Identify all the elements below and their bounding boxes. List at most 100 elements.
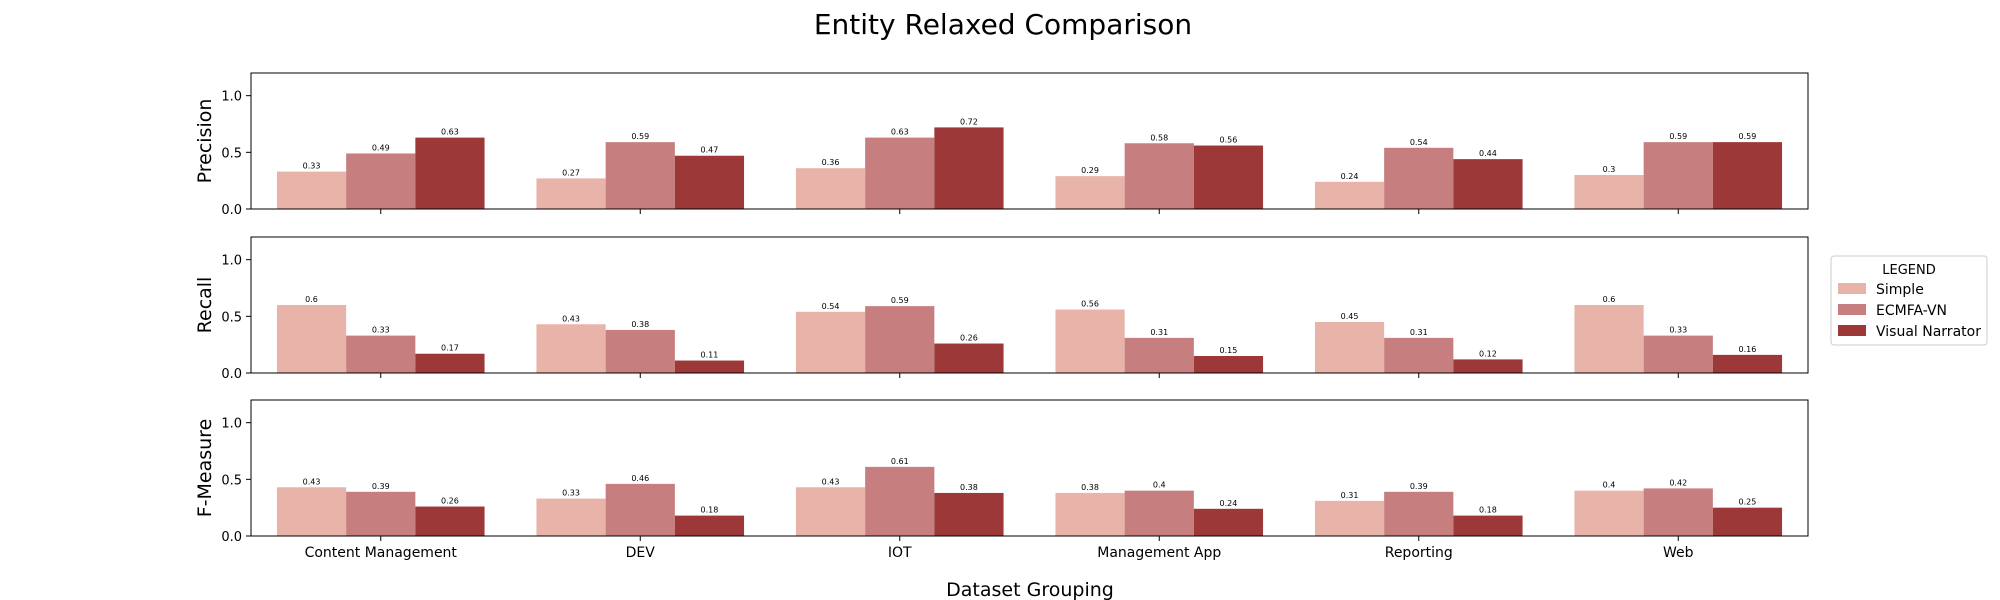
bar-value-label: 0.56 (1081, 300, 1099, 309)
bar (1712, 354, 1783, 373)
y-axis-label: Recall (194, 277, 216, 334)
bar (934, 343, 1004, 373)
bar-value-label: 0.43 (303, 477, 321, 486)
legend-entry-label: Simple (1876, 282, 1924, 298)
bar (1384, 147, 1454, 209)
bar-value-label: 0.36 (822, 158, 840, 167)
bar (1643, 488, 1713, 536)
bar (1453, 515, 1523, 536)
bar-value-label: 0.33 (562, 489, 580, 498)
y-tick-label: 0.0 (221, 367, 242, 382)
x-tick-label: Reporting (1385, 545, 1453, 561)
panel-recall: 0.6 0.43 0.54 0.56 0.45 0.6 0.33 0.38 0.59 0.31 0.… (194, 236, 1809, 382)
bar-value-label: 0.39 (1410, 482, 1428, 491)
bar-value-label: 0.44 (1479, 149, 1497, 158)
legend-entry-label: Visual Narrator (1876, 324, 1981, 340)
bar-value-label: 0.3 (1603, 165, 1616, 174)
bar-value-label: 0.12 (1479, 349, 1497, 358)
legend-entry-label: ECMFA-VN (1876, 303, 1947, 319)
bar-value-label: 0.31 (1341, 491, 1359, 500)
bar (276, 171, 347, 209)
bar-value-label: 0.72 (960, 117, 978, 126)
y-axis-label: Precision (194, 99, 216, 184)
bar-value-label: 0.42 (1669, 478, 1687, 487)
bar (415, 353, 485, 373)
y-tick-label: 0.0 (221, 203, 242, 218)
bar (346, 491, 416, 536)
bar-value-label: 0.17 (441, 344, 459, 353)
bar-value-label: 0.4 (1603, 481, 1616, 490)
bar (605, 329, 675, 373)
bar-value-label: 0.15 (1220, 346, 1238, 355)
bar-value-label: 0.18 (1479, 506, 1497, 515)
x-axis-label: Dataset Grouping (946, 579, 1114, 600)
y-tick-label: 0.5 (221, 310, 242, 325)
bar-value-label: 0.29 (1081, 166, 1099, 175)
bar (1643, 142, 1713, 209)
bar (415, 137, 485, 209)
bar (934, 127, 1004, 209)
bar-value-label: 0.59 (891, 296, 909, 305)
bar-value-label: 0.43 (562, 314, 580, 323)
bar (1193, 508, 1264, 536)
bar (1314, 181, 1385, 209)
bar (276, 487, 347, 536)
bar (795, 168, 866, 209)
bar-value-label: 0.4 (1153, 481, 1166, 490)
y-tick-label: 1.0 (221, 417, 242, 432)
x-tick-label: IOT (888, 545, 912, 561)
y-tick-label: 1.0 (221, 254, 242, 269)
bar-value-label: 0.59 (1739, 132, 1757, 141)
bar (674, 155, 745, 209)
bar-value-label: 0.61 (891, 457, 909, 466)
bar-value-label: 0.18 (701, 506, 719, 515)
panel-f-measure: 0.43 0.33 0.43 0.38 0.31 0.4 0.39 0.46 0.61 0.4 0.… (194, 399, 1809, 561)
bar-value-label: 0.33 (1669, 326, 1687, 335)
bar-value-label: 0.11 (701, 351, 719, 360)
bar (865, 466, 935, 536)
legend-box (1830, 255, 1988, 346)
bar-value-label: 0.31 (1150, 328, 1168, 337)
bar-value-label: 0.43 (822, 477, 840, 486)
bar-value-label: 0.24 (1341, 172, 1359, 181)
bar (276, 305, 347, 373)
bar-value-label: 0.63 (891, 128, 909, 137)
bar (536, 178, 606, 209)
bar (346, 153, 416, 209)
bar (1574, 305, 1644, 373)
bar-value-label: 0.38 (631, 320, 649, 329)
bar-value-label: 0.26 (441, 497, 459, 506)
bar-value-label: 0.46 (631, 474, 649, 483)
bar (1453, 159, 1523, 209)
bar (1453, 359, 1523, 373)
bar-value-label: 0.39 (372, 482, 390, 491)
bar-value-label: 0.25 (1739, 498, 1757, 507)
bar (1712, 507, 1783, 536)
x-tick-label: Web (1663, 545, 1694, 561)
bar (1055, 309, 1125, 373)
bar-value-label: 0.24 (1220, 499, 1238, 508)
bar-value-label: 0.47 (701, 146, 719, 155)
bar (1314, 500, 1385, 536)
bar (1314, 322, 1385, 373)
bar (795, 311, 866, 373)
x-tick-label: Content Management (305, 545, 458, 561)
legend-title: LEGEND (1882, 263, 1935, 278)
bar-value-label: 0.56 (1220, 136, 1238, 145)
bar (415, 506, 485, 536)
bar (674, 360, 745, 373)
bar-value-label: 0.27 (562, 168, 580, 177)
y-tick-label: 0.5 (221, 473, 242, 488)
legend-swatch (1838, 325, 1866, 336)
y-tick-label: 0.5 (221, 146, 242, 161)
legend-swatch (1838, 283, 1866, 294)
legend: LEGEND Simple ECMFA-VN Visual Narrator (1830, 255, 1988, 346)
bar-value-label: 0.54 (822, 302, 840, 311)
bar (1384, 491, 1454, 536)
bar (346, 335, 416, 373)
bar-value-label: 0.49 (372, 143, 390, 152)
y-tick-label: 1.0 (221, 90, 242, 105)
bar (1055, 492, 1125, 536)
